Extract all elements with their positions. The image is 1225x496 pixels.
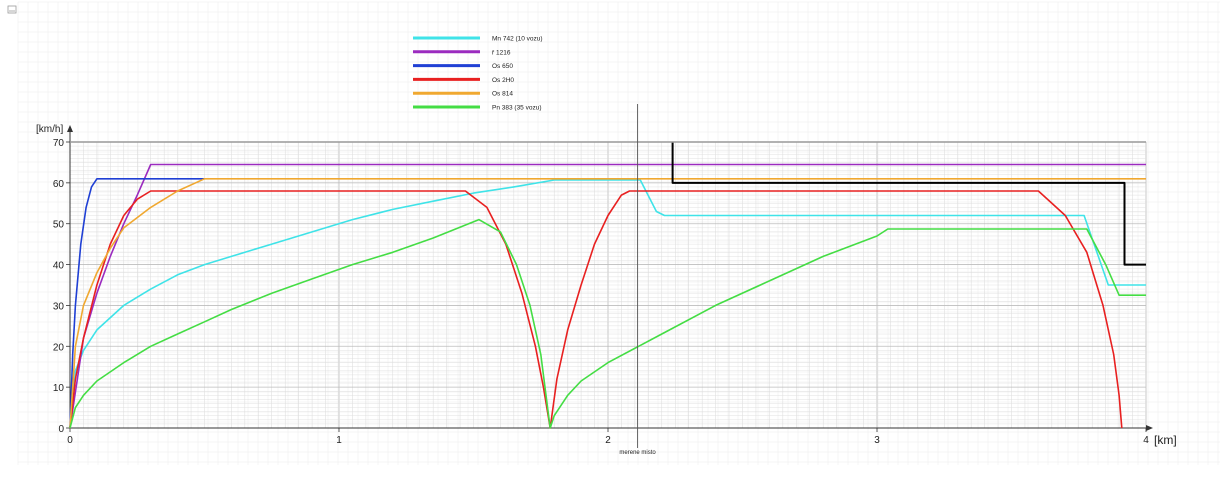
series-line-limit-7 [671,142,1146,266]
minimize-icon[interactable] [7,5,17,14]
marker-label: merene misto [619,450,656,456]
y-tick-label: 10 [53,383,65,394]
series-line-mn-1 [69,179,1146,429]
y-tick-label: 70 [53,138,65,149]
legend-label: Os 2H0 [492,77,514,84]
x-axis-label: [km] [1154,433,1177,447]
legend-label: ř 1216 [492,49,511,56]
axis-ticks: 0 10 20 30 40 50 60 70 0 1 2 3 4 [53,138,1149,446]
x-tick-label: 0 [67,435,73,446]
plot-grid [69,141,1147,429]
y-tick-label: 60 [53,179,65,190]
y-tick-label: 20 [53,342,65,353]
x-tick-label: 1 [336,435,342,446]
legend-label: Os 650 [492,63,513,70]
legend: Mn 742 (10 vozu) ř 1216 Os 650 Os 2H0 Os 814… [413,36,543,112]
background-grid [17,1,1220,465]
axes [67,125,1153,431]
x-tick-label: 4 [1143,435,1149,446]
legend-label: Mn 742 (10 vozu) [492,36,543,43]
x-tick-label: 3 [874,435,880,446]
y-tick-label: 0 [58,424,64,435]
y-axis-label: [km/h] [36,124,63,135]
series-line-os-3 [69,178,205,429]
y-tick-label: 30 [53,301,65,312]
legend-label: Os 814 [492,91,513,98]
series-line-os-5 [69,178,1146,429]
series-line-pn-6 [69,218,1146,429]
series-layer [69,141,1146,429]
x-tick-label: 2 [605,435,611,446]
y-axis-arrow [67,125,73,132]
y-tick-label: 40 [53,261,65,272]
legend-label: Pn 383 (35 vozu) [492,105,542,112]
y-tick-label: 50 [53,220,65,231]
x-axis-arrow [1146,425,1153,431]
